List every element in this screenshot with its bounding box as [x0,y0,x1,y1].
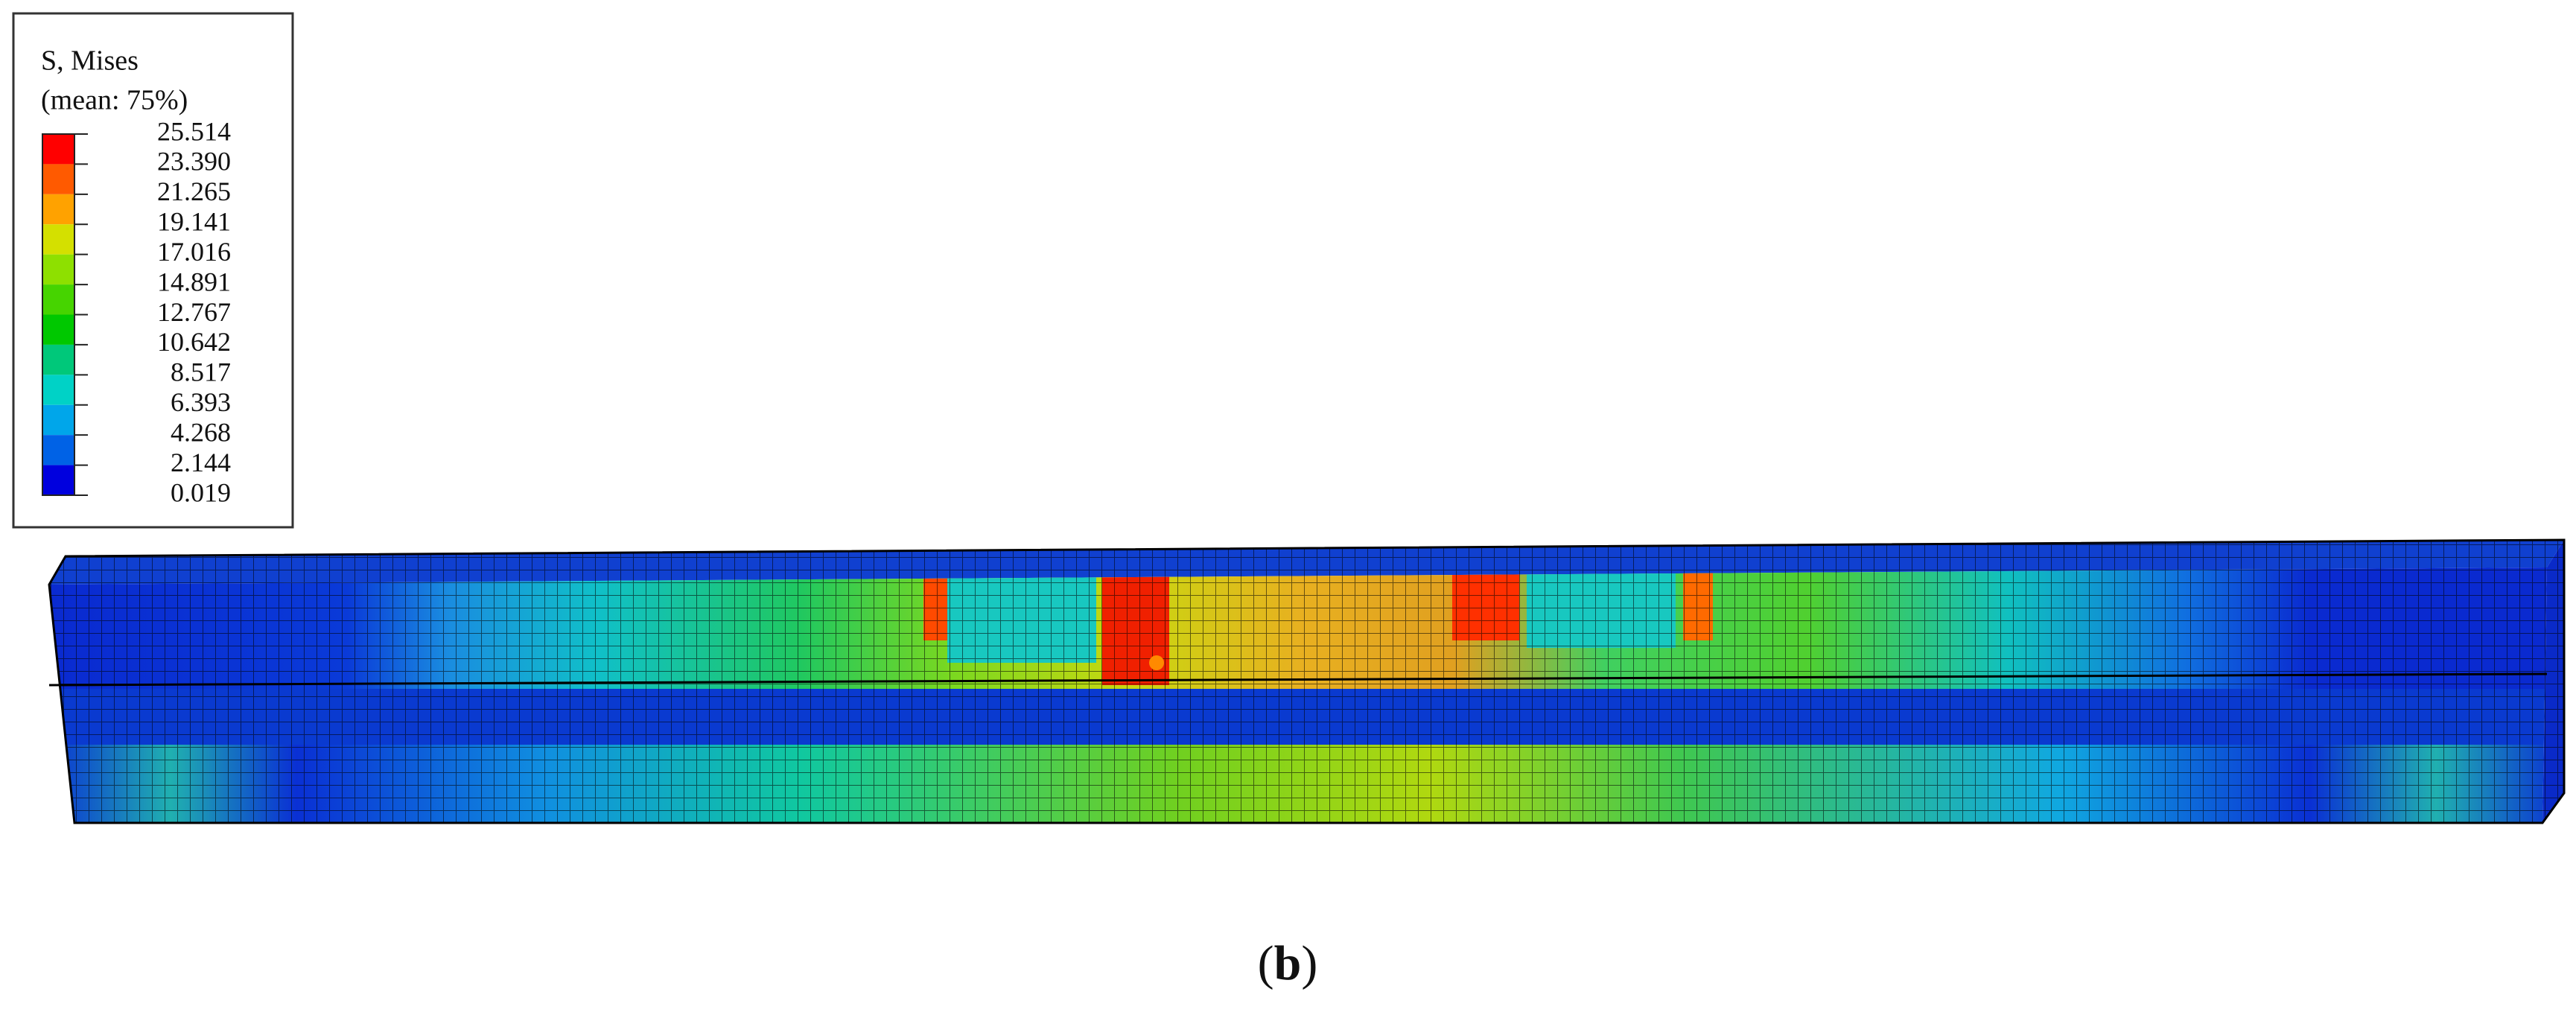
legend-swatch [42,164,74,194]
beam [48,538,2566,824]
beam-front-face [49,567,2547,823]
legend-title: S, Mises [41,45,139,77]
legend-level-label: 0.019 [171,477,231,507]
legend-swatch [42,314,74,345]
legend-level-label: 23.390 [157,147,231,176]
legend-scale: 25.51423.39021.26519.14117.01614.89112.7… [42,116,231,507]
legend-swatch [42,404,74,436]
legend-level-label: 4.268 [171,417,231,447]
legend-level-label: 17.016 [157,237,231,267]
legend-swatch [42,134,74,165]
legend-swatch [42,435,74,465]
legend-swatch [42,194,74,225]
legend-swatch [42,375,74,405]
legend-level-label: 21.265 [157,176,231,206]
caption-close: ) [1301,936,1317,990]
legend-swatch [42,465,74,495]
legend-swatch [42,224,74,255]
legend-swatch [42,344,74,375]
caption: (b) [1258,936,1318,990]
legend-swatch [42,254,74,285]
legend-level-label: 14.891 [157,267,231,296]
legend-level-label: 25.514 [157,116,231,146]
legend-level-label: 12.767 [157,297,231,327]
legend-subtitle: (mean: 75%) [41,85,188,116]
legend-swatch [42,284,74,315]
legend: S, Mises (mean: 75%) 25.51423.39021.2651… [12,12,294,529]
caption-letter: b [1274,936,1302,990]
caption-open: ( [1258,936,1274,990]
legend-level-label: 19.141 [157,207,231,237]
legend-level-label: 10.642 [157,327,231,357]
legend-level-label: 8.517 [171,357,231,387]
legend-level-label: 2.144 [171,448,231,477]
legend-level-label: 6.393 [171,387,231,417]
